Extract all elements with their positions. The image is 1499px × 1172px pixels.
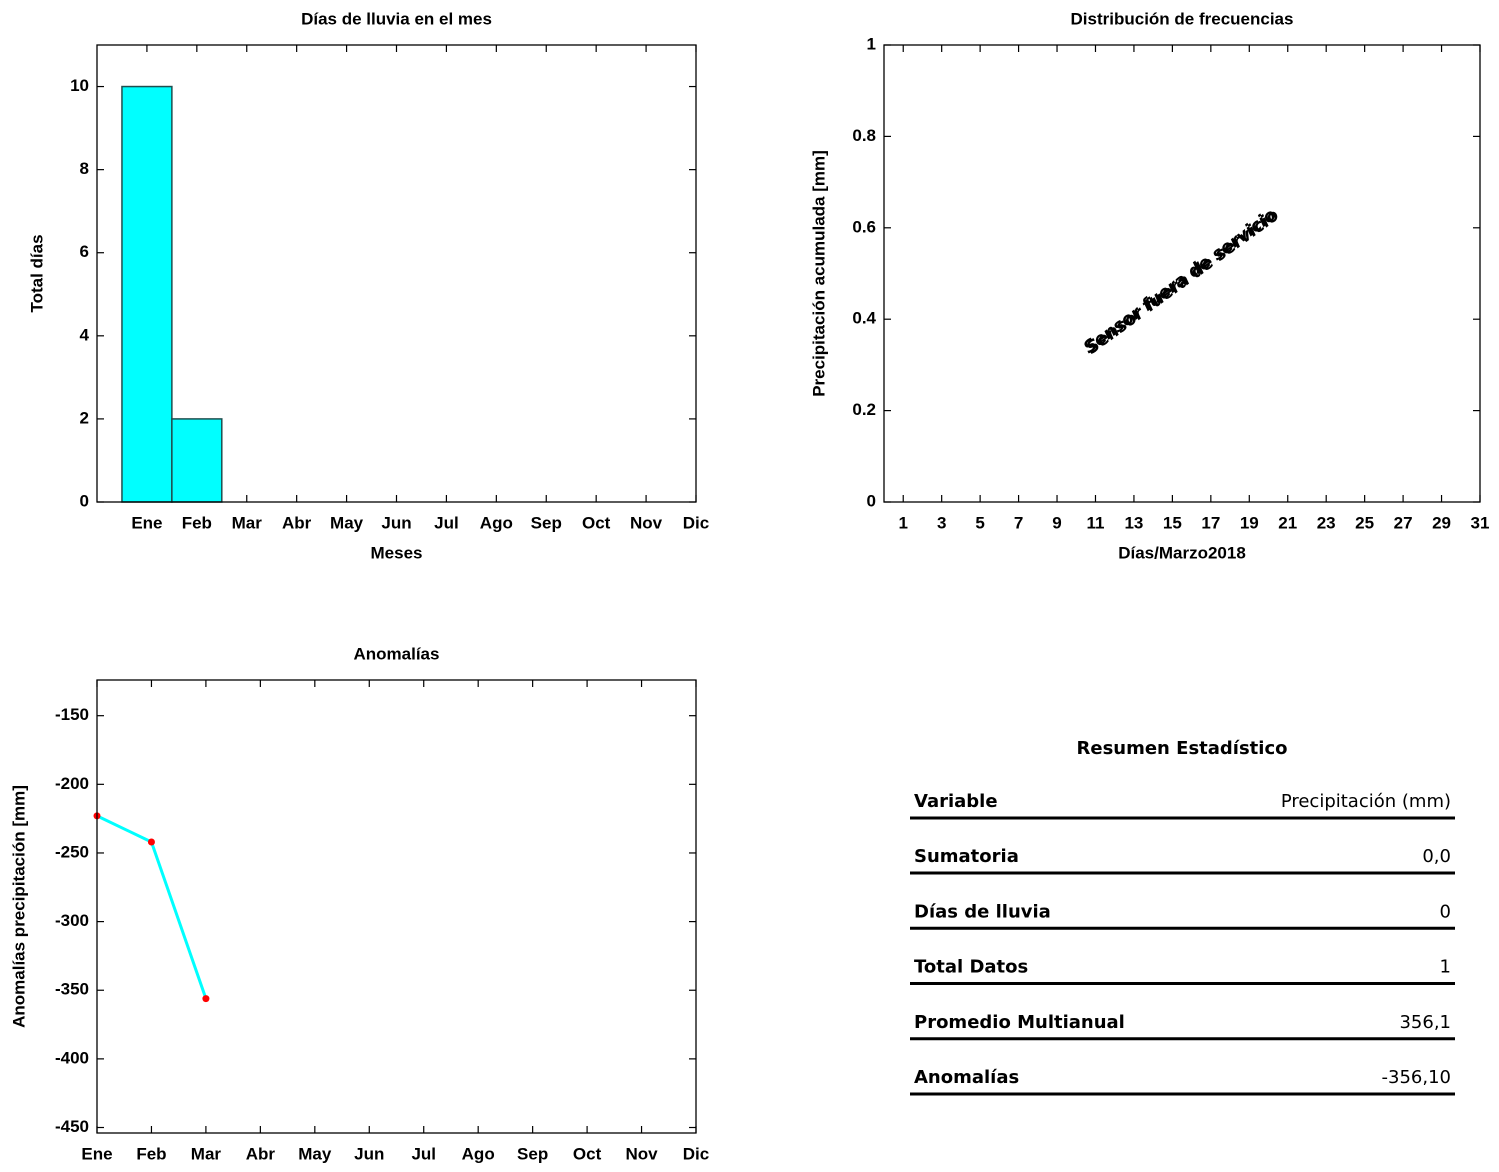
- y-tick-label: -350: [55, 980, 89, 999]
- x-tick-label: Ago: [462, 1144, 495, 1163]
- x-tick-label: 3: [937, 513, 946, 532]
- x-tick-label: Sep: [531, 513, 562, 532]
- x-tick-label: 21: [1278, 513, 1297, 532]
- table-cell: Días de lluvia: [914, 901, 1051, 922]
- y-tick-label: -150: [55, 705, 89, 724]
- x-tick-label: Jul: [411, 1144, 436, 1163]
- chart-title: Distribución de frecuencias: [1071, 9, 1294, 28]
- plot-frame: [96, 44, 697, 503]
- table-cell: 1: [1440, 957, 1451, 978]
- y-tick-label: 4: [80, 325, 90, 344]
- y-tick-label: 0.2: [852, 400, 876, 419]
- point: [202, 995, 210, 1003]
- x-tick-label: 31: [1471, 513, 1490, 532]
- table-cell: 0: [1440, 901, 1451, 922]
- x-tick-label: Feb: [182, 513, 212, 532]
- y-tick-label: 6: [80, 242, 89, 261]
- table-cell: 356,1: [1399, 1012, 1451, 1033]
- y-tick-label: 0: [80, 491, 89, 510]
- y-tick-label: 10: [70, 76, 89, 95]
- x-tick-label: Ago: [480, 513, 513, 532]
- x-tick-label: Oct: [582, 513, 611, 532]
- x-tick-label: 23: [1317, 513, 1336, 532]
- x-tick-label: 29: [1432, 513, 1451, 532]
- y-tick-label: -400: [55, 1048, 89, 1067]
- table-cell: Promedio Multianual: [914, 1012, 1125, 1033]
- x-tick-label: Nov: [625, 1144, 658, 1163]
- chart-title: Días de lluvia en el mes: [301, 9, 492, 28]
- x-tick-label: Dic: [683, 1144, 709, 1163]
- y-tick-label: 0.8: [852, 126, 876, 145]
- x-tick-label: Mar: [191, 1144, 222, 1163]
- y-axis-label: Anomalías precipitación [mm]: [9, 785, 28, 1028]
- x-tick-label: Jul: [434, 513, 459, 532]
- x-tick-label: Ene: [81, 1144, 112, 1163]
- table-cell: Sumatoria: [914, 846, 1019, 867]
- x-tick-label: May: [330, 513, 364, 532]
- table-header: Precipitación (mm): [1281, 791, 1451, 812]
- x-tick-label: 19: [1240, 513, 1259, 532]
- x-tick-label: 17: [1201, 513, 1220, 532]
- x-tick-label: 11: [1086, 513, 1104, 532]
- x-tick-label: Mar: [232, 513, 263, 532]
- x-tick-label: Dic: [683, 513, 709, 532]
- annotation: Sensor fuera de servicio: [1080, 205, 1280, 358]
- x-tick-label: Jun: [381, 513, 411, 532]
- x-tick-label: Abr: [282, 513, 312, 532]
- y-tick-label: -300: [55, 911, 89, 930]
- bar: [171, 418, 223, 503]
- y-tick-label: -200: [55, 774, 89, 793]
- x-tick-label: Sep: [517, 1144, 548, 1163]
- x-tick-label: 27: [1394, 513, 1413, 532]
- x-tick-label: Abr: [246, 1144, 276, 1163]
- x-axis-label: Días/Marzo2018: [1118, 543, 1246, 562]
- point: [147, 838, 155, 846]
- x-tick-label: Jun: [354, 1144, 384, 1163]
- x-axis-label: Meses: [371, 543, 423, 562]
- y-tick-label: 0: [867, 491, 876, 510]
- x-tick-label: Feb: [136, 1144, 166, 1163]
- y-axis-label: Total días: [27, 234, 46, 312]
- table-header: Variable: [914, 791, 998, 812]
- y-tick-label: -250: [55, 842, 89, 861]
- y-axis-label: Precipitación acumulada [mm]: [809, 150, 828, 397]
- y-tick-label: 1: [867, 34, 876, 53]
- y-tick-label: 0.4: [852, 309, 876, 328]
- y-tick-label: -450: [55, 1117, 89, 1136]
- x-tick-label: Oct: [573, 1144, 602, 1163]
- chart-title: Anomalías: [354, 644, 440, 663]
- y-tick-label: 8: [80, 159, 89, 178]
- x-tick-label: 7: [1014, 513, 1023, 532]
- plot-frame: [883, 44, 1481, 503]
- x-tick-label: 13: [1124, 513, 1143, 532]
- plot-frame: [96, 679, 697, 1134]
- bar: [121, 85, 173, 503]
- table-cell: Anomalías: [914, 1067, 1019, 1088]
- x-tick-label: 5: [975, 513, 984, 532]
- x-tick-label: 15: [1163, 513, 1182, 532]
- x-tick-label: 1: [898, 513, 907, 532]
- x-tick-label: 25: [1355, 513, 1374, 532]
- y-tick-label: 0.6: [852, 217, 876, 236]
- table-cell: 0,0: [1422, 846, 1451, 867]
- y-tick-label: 2: [80, 408, 89, 427]
- x-tick-label: Nov: [630, 513, 663, 532]
- table-title: Resumen Estadístico: [1077, 738, 1288, 759]
- x-tick-label: 9: [1052, 513, 1061, 532]
- x-tick-label: Ene: [131, 513, 162, 532]
- table-cell: Total Datos: [914, 957, 1028, 978]
- x-tick-label: May: [298, 1144, 332, 1163]
- table-cell: -356,10: [1382, 1067, 1451, 1088]
